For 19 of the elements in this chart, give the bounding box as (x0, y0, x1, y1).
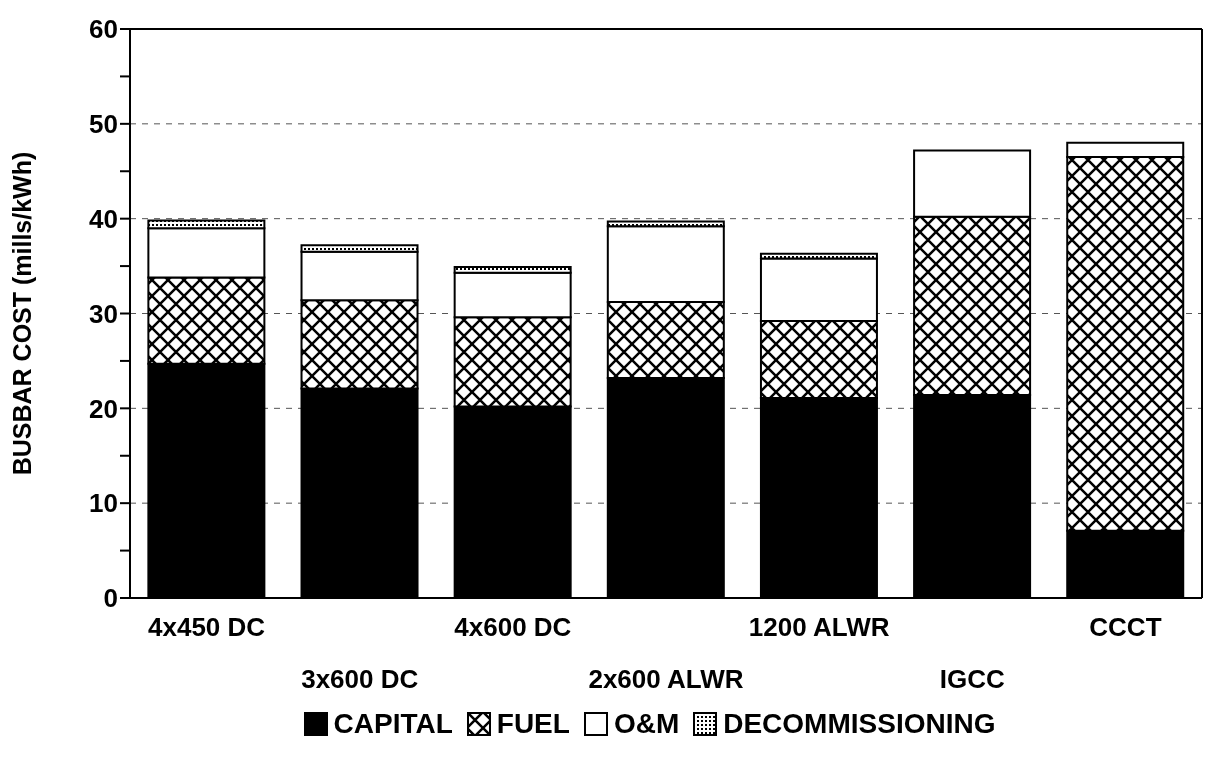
y-tick-label: 30 (89, 298, 118, 329)
legend-label: FUEL (495, 708, 570, 740)
y-tick-label: 0 (103, 583, 118, 614)
y-tick-label: 40 (89, 203, 118, 234)
y-tick-label: 10 (89, 488, 118, 519)
y-tick-label: 20 (89, 393, 118, 424)
y-tick-label: 50 (89, 109, 118, 140)
x-tick-label: 4x600 DC (454, 612, 572, 642)
legend-label: DECOMMISSIONING (722, 708, 996, 740)
x-tick-label: 3x600 DC (301, 664, 419, 694)
x-tick-label: 2x600 ALWR (588, 664, 744, 694)
x-tick-label: IGCC (939, 664, 1006, 694)
y-tick-label: 60 (89, 14, 118, 45)
legend-label: O&M (612, 708, 680, 740)
x-tick-label: CCCT (1089, 612, 1162, 642)
y-axis-title: BUSBAR COST (mills/kWh) (7, 151, 36, 476)
x-tick-label: 4x450 DC (148, 612, 266, 642)
legend-label: CAPITAL (332, 708, 453, 740)
x-tick-label: 1200 ALWR (748, 612, 890, 642)
